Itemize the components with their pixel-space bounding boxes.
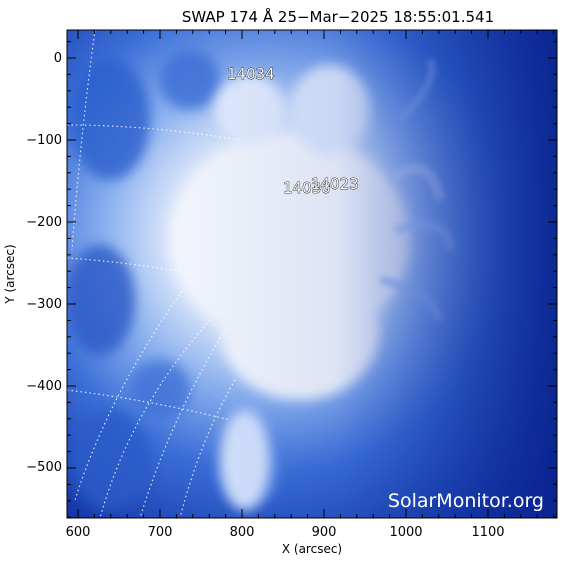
active-region-label: 14023 <box>311 175 359 193</box>
x-axis-label: X (arcsec) <box>282 542 342 556</box>
y-axis-label: Y (arcsec) <box>3 244 17 304</box>
plot-frame <box>66 29 558 519</box>
y-tick-labels: 0 −100 −200 −300 −400 −500 <box>26 51 62 475</box>
y-tick-label: 0 <box>54 51 62 66</box>
y-tick-label: −100 <box>26 133 62 148</box>
active-region-label: 14034 <box>227 65 275 83</box>
x-tick-label: 900 <box>312 525 337 540</box>
solar-image <box>67 30 557 518</box>
y-tick-label: −300 <box>26 297 62 312</box>
x-tick-label: 700 <box>148 525 173 540</box>
y-tick-label: −400 <box>26 379 62 394</box>
x-tick-label: 1000 <box>389 525 422 540</box>
x-tick-label: 800 <box>230 525 255 540</box>
x-tick-label: 600 <box>66 525 91 540</box>
x-tick-labels: 600 700 800 900 1000 1100 <box>66 525 505 540</box>
y-tick-label: −200 <box>26 215 62 230</box>
x-tick-label: 1100 <box>471 525 504 540</box>
active-region-label: 14030 <box>283 179 331 197</box>
image-title: SWAP 174 Å 25−Mar−2025 18:55:01.541 <box>182 7 494 26</box>
y-tick-label: −500 <box>26 460 62 475</box>
axis-ticks <box>67 30 557 518</box>
watermark: SolarMonitor.org <box>388 490 544 512</box>
